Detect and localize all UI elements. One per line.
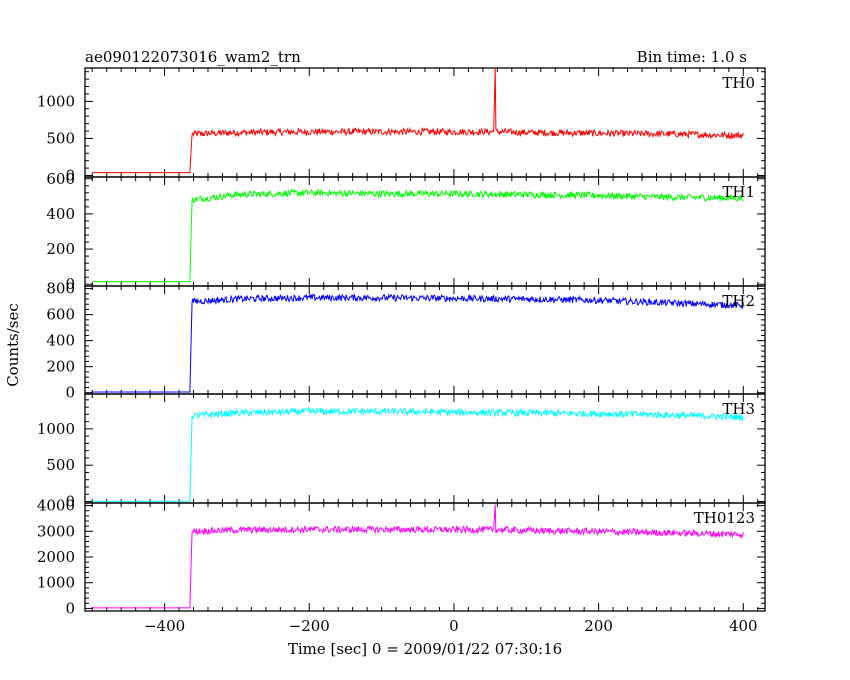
panel-th0: 0 500 1000 TH0 [37,67,766,185]
panels-group: 0 500 1000 TH0 0 200 400 600 TH1 0 200 400 600 800 TH2… [37,67,766,635]
y-tick-label: 0 [65,167,75,185]
y-tick-label: 600 [46,170,75,188]
series-line-th2 [92,292,744,393]
y-tick-label: 500 [46,129,75,147]
series-line-th0123 [92,504,744,609]
y-axis-label: Counts/sec [4,303,22,387]
panel-th2: 0 200 400 600 800 TH2 [46,280,766,402]
plot-title: ae090122073016_wam2_trn [85,48,301,66]
y-tick-label: 200 [46,358,75,376]
x-axis-label: Time [sec] 0 = 2009/01/22 07:30:16 [288,640,562,658]
y-tick-label: 400 [46,205,75,223]
panel-label: TH1 [722,183,755,201]
panel-label: TH0 [722,74,755,92]
panel-frame [84,67,766,178]
y-tick-label: 4000 [37,497,75,515]
panel-label: TH3 [722,400,755,418]
y-tick-label: 1000 [37,92,75,110]
panel-label: TH0123 [694,509,755,527]
series-line-th1 [92,188,744,283]
y-tick-label: 0 [65,599,75,617]
y-tick-label: 0 [65,384,75,402]
x-tick-label: 400 [729,617,758,635]
y-tick-label: 0 [65,275,75,293]
series-line-th3 [92,406,744,502]
series-line-th0 [92,67,744,174]
y-tick-label: 2000 [37,548,75,566]
x-tick-label: 0 [449,617,459,635]
y-tick-label: 500 [46,456,75,474]
x-tick-label: 200 [584,617,613,635]
y-tick-label: 0 [65,493,75,511]
y-tick-label: 600 [46,306,75,324]
y-tick-label: 3000 [37,522,75,540]
y-tick-label: 200 [46,240,75,258]
y-tick-label: 800 [46,280,75,298]
panel-label: TH2 [722,292,755,310]
panel-frame [84,393,766,504]
bin-time-label: Bin time: 1.0 s [637,48,747,66]
x-tick-label: −400 [144,617,185,635]
y-tick-label: 400 [46,332,75,350]
panel-th1: 0 200 400 600 TH1 [46,170,766,293]
panel-th0123: 0 1000 2000 3000 4000 TH0123 −400 −200 0 200 400 [37,497,766,635]
x-tick-label: −200 [289,617,330,635]
y-tick-label: 1000 [37,574,75,592]
y-tick-label: 1000 [37,420,75,438]
panel-frame [84,502,766,612]
panel-th3: 0 500 1000 TH3 [37,393,766,511]
